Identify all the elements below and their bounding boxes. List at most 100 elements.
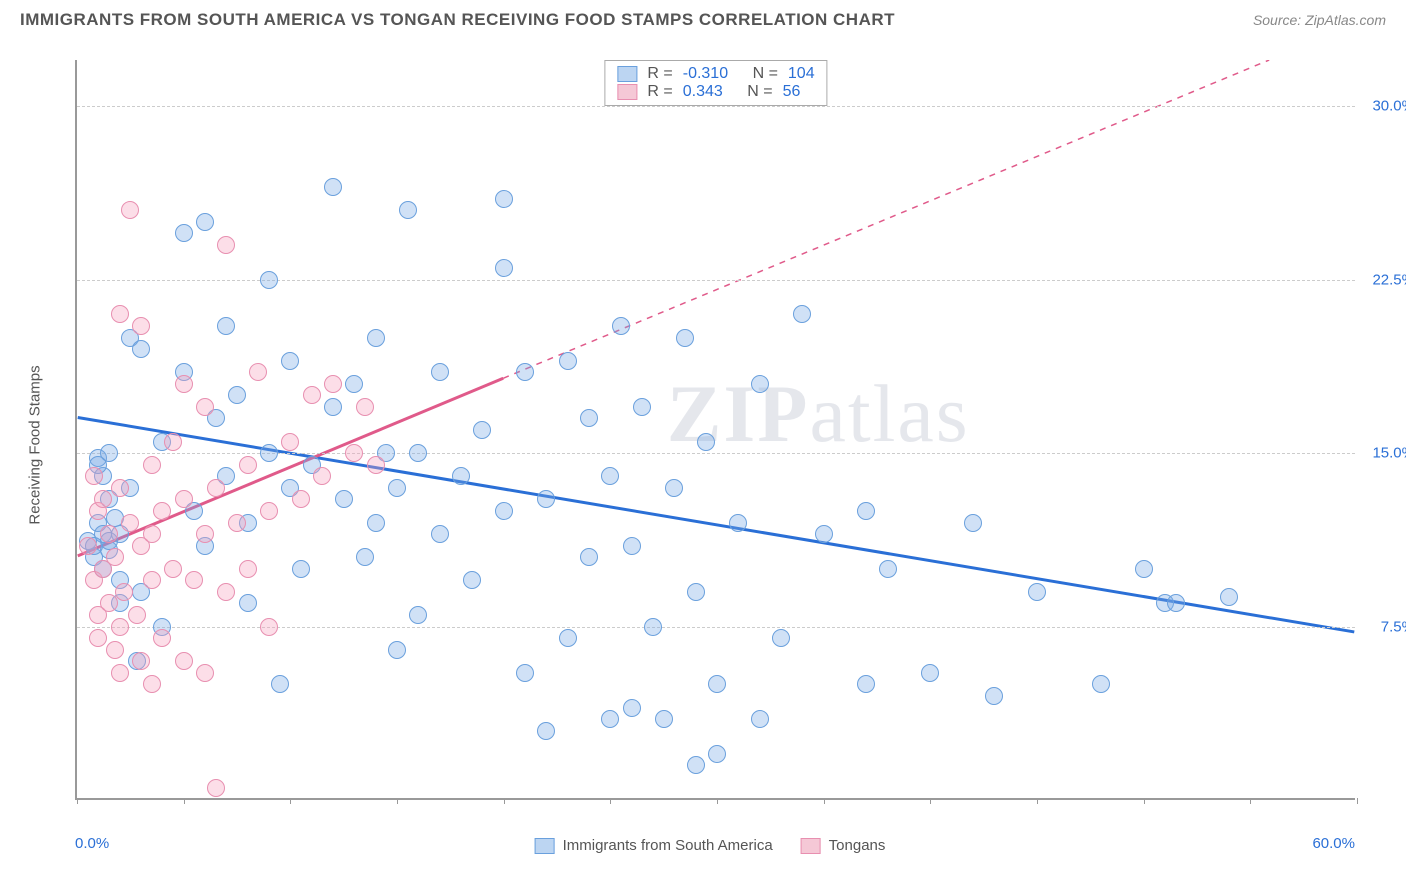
data-point-south_america xyxy=(473,421,491,439)
data-point-south_america xyxy=(623,537,641,555)
data-point-tongans xyxy=(115,583,133,601)
data-point-tongans xyxy=(153,629,171,647)
data-point-south_america xyxy=(537,490,555,508)
n-value-1: 104 xyxy=(788,65,815,83)
data-point-tongans xyxy=(345,444,363,462)
legend-item-tongans: Tongans xyxy=(801,837,886,854)
data-point-tongans xyxy=(175,375,193,393)
data-point-south_america xyxy=(580,548,598,566)
data-point-south_america xyxy=(239,594,257,612)
data-point-south_america xyxy=(495,502,513,520)
data-point-south_america xyxy=(1167,594,1185,612)
data-point-south_america xyxy=(463,571,481,589)
data-point-tongans xyxy=(94,490,112,508)
x-tick xyxy=(717,798,718,804)
data-point-south_america xyxy=(857,502,875,520)
data-point-south_america xyxy=(367,514,385,532)
data-point-south_america xyxy=(260,271,278,289)
data-point-south_america xyxy=(260,444,278,462)
x-tick xyxy=(1144,798,1145,804)
data-point-tongans xyxy=(143,456,161,474)
legend-item-south-america: Immigrants from South America xyxy=(535,837,773,854)
data-point-tongans xyxy=(196,525,214,543)
y-tick-label: 22.5% xyxy=(1360,271,1406,288)
data-point-south_america xyxy=(431,363,449,381)
r-label: R = xyxy=(647,65,672,83)
header: IMMIGRANTS FROM SOUTH AMERICA VS TONGAN … xyxy=(20,10,1386,30)
data-point-tongans xyxy=(196,398,214,416)
chart-title: IMMIGRANTS FROM SOUTH AMERICA VS TONGAN … xyxy=(20,10,895,30)
x-tick xyxy=(290,798,291,804)
data-point-tongans xyxy=(281,433,299,451)
data-point-tongans xyxy=(132,317,150,335)
data-point-tongans xyxy=(153,502,171,520)
data-point-south_america xyxy=(495,190,513,208)
data-point-south_america xyxy=(495,259,513,277)
data-point-south_america xyxy=(356,548,374,566)
data-point-tongans xyxy=(106,548,124,566)
data-point-south_america xyxy=(580,409,598,427)
data-point-south_america xyxy=(388,641,406,659)
swatch-south-america xyxy=(617,66,637,82)
plot-region: ZIPatlas R = -0.310 N = 104 R = 0.343 N … xyxy=(75,60,1355,800)
y-tick-label: 30.0% xyxy=(1360,98,1406,115)
x-tick xyxy=(610,798,611,804)
data-point-tongans xyxy=(121,201,139,219)
data-point-south_america xyxy=(857,675,875,693)
data-point-south_america xyxy=(612,317,630,335)
x-axis-max-label: 60.0% xyxy=(1312,835,1355,852)
data-point-tongans xyxy=(260,618,278,636)
data-point-south_america xyxy=(601,710,619,728)
data-point-tongans xyxy=(313,467,331,485)
data-point-south_america xyxy=(879,560,897,578)
n-label-2: N = xyxy=(747,83,772,101)
data-point-south_america xyxy=(687,756,705,774)
data-point-tongans xyxy=(217,236,235,254)
legend-label-tongans: Tongans xyxy=(829,837,886,854)
r-value-1: -0.310 xyxy=(683,65,728,83)
data-point-south_america xyxy=(281,352,299,370)
data-point-tongans xyxy=(121,514,139,532)
x-tick xyxy=(930,798,931,804)
data-point-south_america xyxy=(132,340,150,358)
data-point-south_america xyxy=(388,479,406,497)
data-point-south_america xyxy=(655,710,673,728)
legend-label-south-america: Immigrants from South America xyxy=(563,837,773,854)
legend-swatch-tongans xyxy=(801,838,821,854)
data-point-tongans xyxy=(100,594,118,612)
data-point-south_america xyxy=(324,398,342,416)
data-point-south_america xyxy=(793,305,811,323)
data-point-south_america xyxy=(399,201,417,219)
data-point-tongans xyxy=(324,375,342,393)
data-point-south_america xyxy=(687,583,705,601)
data-point-south_america xyxy=(175,224,193,242)
data-point-tongans xyxy=(164,560,182,578)
data-point-south_america xyxy=(409,444,427,462)
data-point-south_america xyxy=(537,722,555,740)
data-point-tongans xyxy=(239,560,257,578)
data-point-south_america xyxy=(985,687,1003,705)
legend-swatch-south-america xyxy=(535,838,555,854)
data-point-tongans xyxy=(185,571,203,589)
data-point-tongans xyxy=(79,537,97,555)
x-tick xyxy=(1037,798,1038,804)
y-axis-label: Receiving Food Stamps xyxy=(27,365,44,524)
data-point-south_america xyxy=(367,329,385,347)
x-tick xyxy=(1250,798,1251,804)
data-point-south_america xyxy=(751,375,769,393)
data-point-tongans xyxy=(89,629,107,647)
source-name: ZipAtlas.com xyxy=(1305,12,1386,28)
data-point-south_america xyxy=(292,560,310,578)
data-point-south_america xyxy=(665,479,683,497)
data-point-south_america xyxy=(409,606,427,624)
data-point-south_america xyxy=(271,675,289,693)
data-point-south_america xyxy=(324,178,342,196)
data-point-tongans xyxy=(207,479,225,497)
data-point-south_america xyxy=(623,699,641,717)
data-point-tongans xyxy=(143,525,161,543)
y-tick-label: 15.0% xyxy=(1360,445,1406,462)
n-value-2: 56 xyxy=(783,83,801,101)
watermark-part2: atlas xyxy=(809,368,969,459)
data-point-south_america xyxy=(751,710,769,728)
data-point-south_america xyxy=(559,629,577,647)
